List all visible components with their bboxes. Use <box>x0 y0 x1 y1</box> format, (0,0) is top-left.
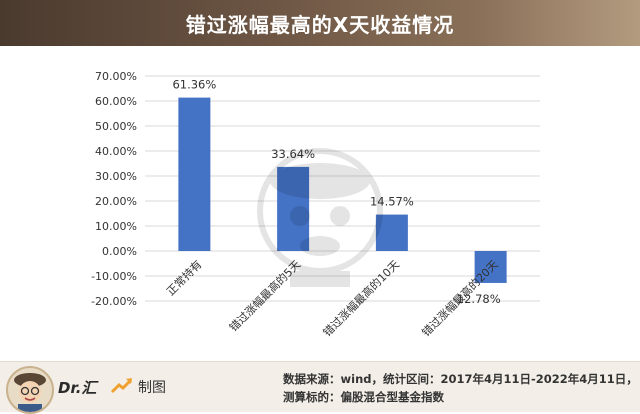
source-line-1: 数据来源：wind，统计区间：2017年4月11日-2022年4月11日， <box>283 372 638 386</box>
y-tick-label: 50.00% <box>95 120 137 133</box>
data-label: -12.78% <box>453 292 501 306</box>
y-tick-label: 20.00% <box>95 195 137 208</box>
chart-title: 错过涨幅最高的X天收益情况 <box>185 12 455 37</box>
chart-area: 70.00% 60.00% 50.00% 40.00% 30.00% 20.00% 10.0… <box>0 46 640 361</box>
brand-logo: Dr.汇 <box>58 379 97 397</box>
bar <box>178 97 211 251</box>
y-tick-label: 40.00% <box>95 145 137 158</box>
y-tick-label: 30.00% <box>95 170 137 183</box>
data-label: 33.64% <box>271 147 315 161</box>
y-tick-label: 0.00% <box>102 245 137 258</box>
data-label: 61.36% <box>172 78 216 92</box>
y-tick-label: -20.00% <box>91 295 137 308</box>
mascot-watermark-icon <box>257 148 383 287</box>
title-banner: 错过涨幅最高的X天收益情况 <box>0 0 640 46</box>
footer: Dr.汇 制图 数据来源：wind，统计区间：2017年4月11日-2022年4… <box>0 361 640 414</box>
bar-chart: 70.00% 60.00% 50.00% 40.00% 30.00% 20.00% 10.0… <box>91 70 540 339</box>
bar <box>375 214 408 251</box>
source-note: 数据来源：wind，统计区间：2017年4月11日-2022年4月11日， 测算… <box>283 370 638 406</box>
bar <box>474 251 507 283</box>
data-label: 14.57% <box>370 195 414 209</box>
trend-up-arrow-icon <box>110 378 133 394</box>
y-tick-label: 60.00% <box>95 95 137 108</box>
y-tick-label: 10.00% <box>95 220 137 233</box>
y-tick-label: 70.00% <box>95 70 137 83</box>
avatar-icon <box>6 366 54 414</box>
x-category-label: 正常持有 <box>163 257 204 298</box>
source-line-2: 测算标的：偏股混合型基金指数 <box>283 390 444 404</box>
y-tick-label: -10.00% <box>91 270 137 283</box>
bar <box>277 166 310 251</box>
brand-caption: 制图 <box>138 380 166 396</box>
